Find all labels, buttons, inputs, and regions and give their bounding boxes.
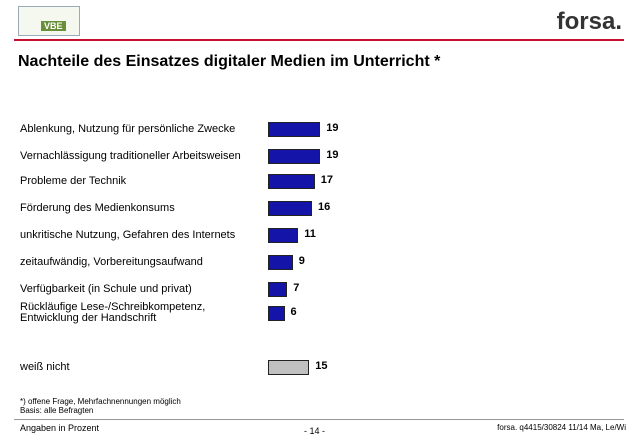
value-label: 19 (326, 149, 339, 161)
note: *) offene Frage, Mehrfachnennungen mögli… (20, 397, 181, 406)
value-label: 9 (298, 255, 305, 267)
category-label: Ablenkung, Nutzung für persönliche Zweck… (20, 122, 236, 135)
note: Basis: alle Befragten (20, 406, 94, 415)
bar (268, 254, 293, 270)
value-label: 16 (318, 201, 331, 213)
category-label: Vernachlässigung traditioneller Arbeitsw… (20, 149, 241, 162)
bar (268, 148, 321, 164)
bar (268, 173, 315, 189)
footer-right: forsa. q4415/30824 11/14 Ma, Le/Wi (497, 423, 626, 432)
chart-title: Nachteile des Einsatzes digitaler Medien… (18, 53, 441, 70)
value-label: 17 (320, 174, 333, 186)
value-label: 15 (315, 360, 328, 372)
bar (268, 359, 310, 375)
category-label: zeitaufwändig, Vorbereitungsaufwand (20, 255, 203, 268)
value-label: 11 (304, 228, 316, 240)
bar (268, 227, 299, 243)
footer-rule (14, 419, 624, 420)
bar (268, 200, 312, 216)
footer-center: - 14 - (304, 426, 326, 436)
bar (268, 121, 321, 137)
logo-left: VBE (41, 21, 66, 31)
logo-right: forsa. (556, 8, 622, 35)
category-label: Förderung des Medienkonsums (20, 201, 175, 214)
category-label: Verfügbarkeit (in Schule und privat) (20, 282, 192, 295)
logo-box: VBE (18, 6, 80, 36)
category-label: Rückläufige Lese-/Schreibkompetenz, Entw… (20, 301, 206, 324)
category-label: unkritische Nutzung, Gefahren des Intern… (20, 228, 236, 241)
category-label: Probleme der Technik (20, 174, 127, 187)
value-label: 6 (290, 306, 297, 318)
value-label: 7 (293, 282, 300, 294)
footer-left: Angaben in Prozent (20, 423, 100, 433)
value-label: 19 (326, 122, 339, 134)
bar (268, 281, 288, 297)
bar (268, 305, 285, 321)
header-rule (14, 39, 624, 41)
category-label: weiß nicht (20, 360, 70, 373)
